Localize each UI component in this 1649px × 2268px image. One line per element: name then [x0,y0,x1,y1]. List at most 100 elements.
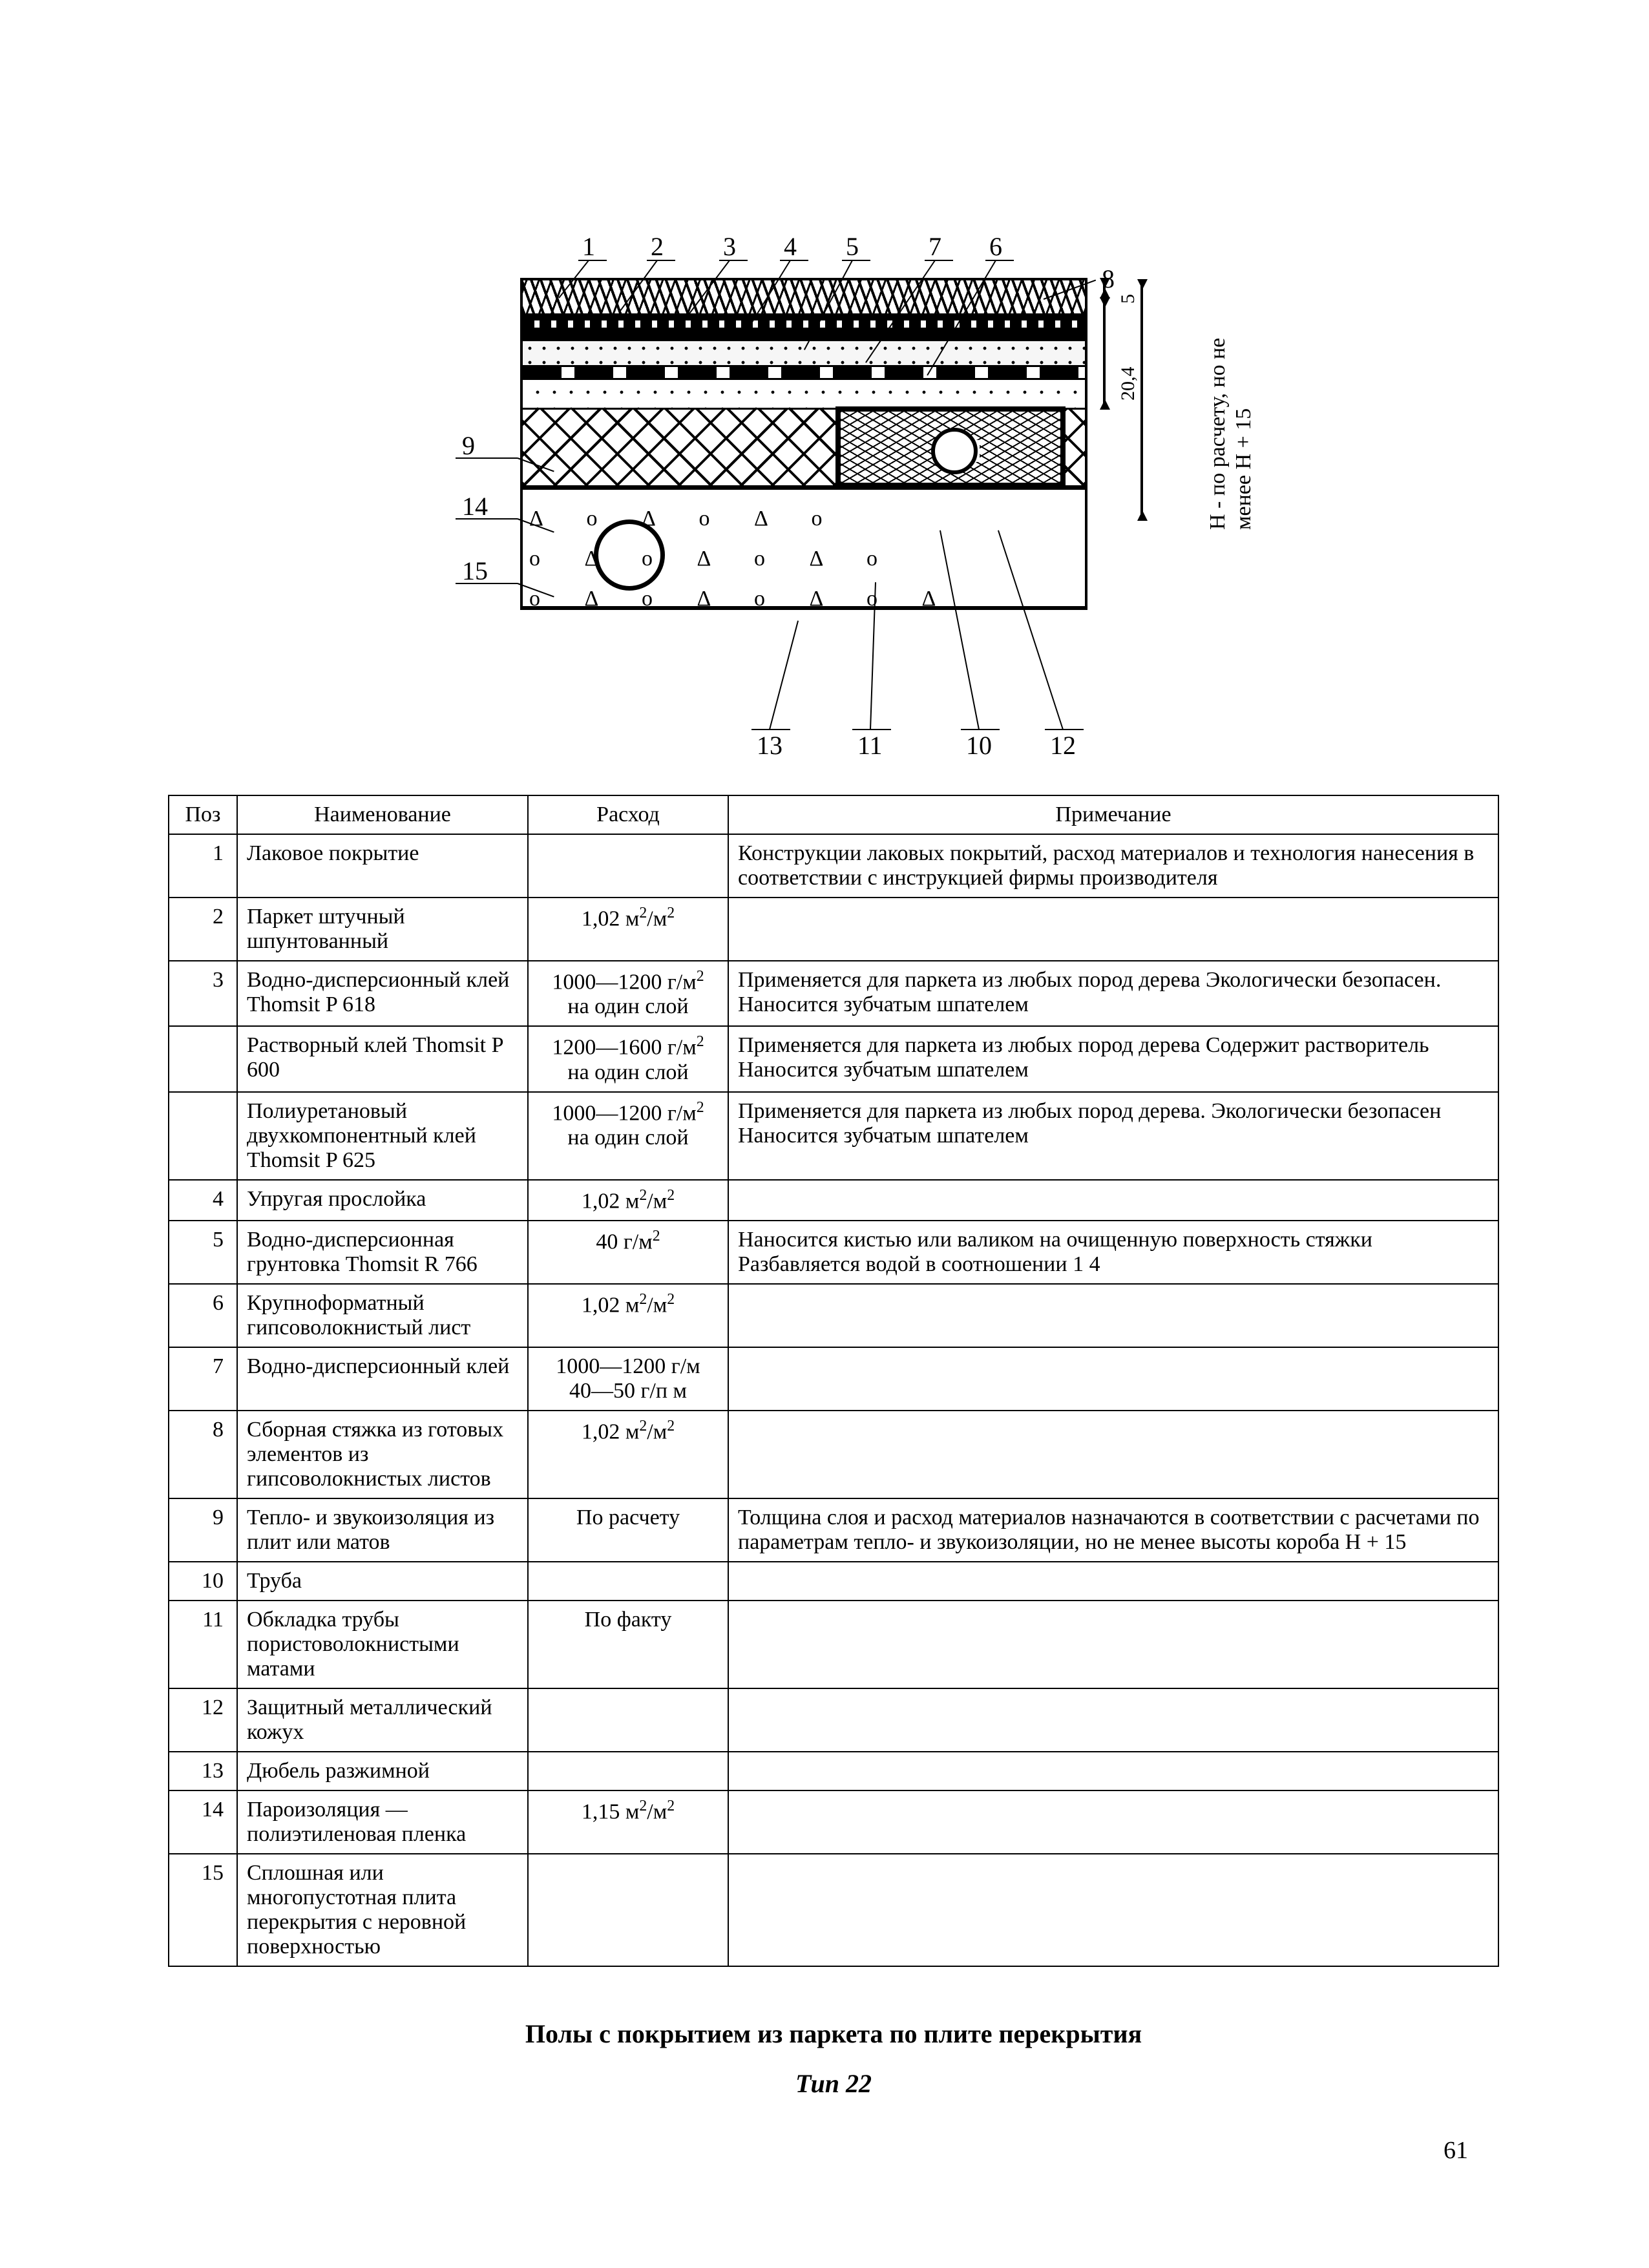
table-row: 1Лаковое покрытиеКонструкции лаковых пок… [169,834,1498,898]
cell-note [728,1854,1498,1966]
side-note-line1: Н - по расчету, но не [1205,338,1232,530]
callout-10: 10 [966,730,992,761]
layer-1 [523,280,1085,315]
cell-name: Труба [237,1562,528,1601]
slab-aggregate: Δ o Δ o Δ o o Δ o Δ o Δ o o Δ o Δ o Δ o … [523,490,1085,606]
cell-name: Дюбель разжимной [237,1752,528,1790]
cell-rate: 1000—1200 г/м40—50 г/п м [528,1347,728,1411]
callout-3: 3 [723,231,736,262]
cell-name: Сборная стяжка из готовых элементов из г… [237,1411,528,1498]
table-header-row: Поз Наименование Расход Примечание [169,795,1498,834]
table-row: 6Крупноформатный гипсоволокнистый лист1,… [169,1284,1498,1347]
cell-name: Пароизоляция — полиэтиленовая пленка [237,1790,528,1854]
pipe-height-label: Н [960,440,980,462]
callout-1: 1 [582,231,595,262]
cell-note: Конструкции лаковых покрытий, расход мат… [728,834,1498,898]
cell-name: Водно-дисперсионная грунтовка Thomsit R … [237,1221,528,1284]
layer-slab: Δ o Δ o Δ o o Δ o Δ o Δ o o Δ o Δ o Δ o … [523,487,1085,610]
cell-pos: 8 [169,1411,237,1498]
layer-4 [523,330,1085,341]
cell-note [728,1180,1498,1221]
col-pos: Поз [169,795,237,834]
cell-name: Сплошная или многопустотная плита перекр… [237,1854,528,1966]
cell-pos: 10 [169,1562,237,1601]
cell-pos [169,1026,237,1091]
cell-note [728,1752,1498,1790]
cell-rate: 1,02 м2/м2 [528,1284,728,1347]
table-row: 14Пароизоляция — полиэтиленовая пленка1,… [169,1790,1498,1854]
cell-rate: 1000—1200 г/м2на один слой [528,1092,728,1180]
layer-5 [523,341,1085,367]
page-number: 61 [1444,2136,1468,2165]
cell-name: Защитный металлический кожух [237,1688,528,1752]
materials-table-wrap: Поз Наименование Расход Примечание 1Лако… [168,795,1499,1967]
callout-12: 12 [1050,730,1076,761]
cell-note [728,1601,1498,1688]
cell-rate: 1,02 м2/м2 [528,1411,728,1498]
cell-pos: 5 [169,1221,237,1284]
materials-table: Поз Наименование Расход Примечание 1Лако… [168,795,1499,1967]
cell-name: Водно-дисперсионный клей [237,1347,528,1411]
cell-name: Крупноформатный гипсоволокнистый лист [237,1284,528,1347]
cell-note [728,1411,1498,1498]
cell-name: Обкладка трубы пористоволокнистыми матам… [237,1601,528,1688]
side-note-line2: менее Н + 15 [1231,408,1257,530]
callout-4: 4 [784,231,797,262]
pipe-enclosure: Н [835,406,1066,488]
callout-14: 14 [462,491,488,521]
callout-6: 6 [989,231,1002,262]
cell-name: Растворный клей Thomsit P 600 [237,1026,528,1091]
callout-5: 5 [846,231,859,262]
dim-20-4 [1103,299,1106,408]
table-row: 3Водно-дисперсионный клей Thomsit P 6181… [169,961,1498,1026]
cell-note: Наносится кистью или валиком на очищенну… [728,1221,1498,1284]
cell-rate [528,1854,728,1966]
layer-6 [523,367,1085,380]
col-rate: Расход [528,795,728,834]
layer-3 [523,320,1085,330]
col-name: Наименование [237,795,528,834]
cell-note: Применяется для паркета из любых пород д… [728,961,1498,1026]
dim-total [1140,280,1143,520]
cell-pos: 13 [169,1752,237,1790]
cell-name: Тепло- и звукоизоляция из плит или матов [237,1498,528,1562]
cell-pos [169,1092,237,1180]
table-row: Растворный клей Thomsit P 6001200—1600 г… [169,1026,1498,1091]
cell-note: Применяется для паркета из любых пород д… [728,1026,1498,1091]
table-row: 12Защитный металлический кожух [169,1688,1498,1752]
cell-note [728,1562,1498,1601]
cell-rate [528,1752,728,1790]
page-title: Полы с покрытием из паркета по плите пер… [168,2019,1499,2049]
layer-stack: Н Δ o Δ o Δ o o Δ o Δ o Δ o o Δ o Δ o Δ … [520,278,1087,610]
table-row: Полиуретановый двухкомпонентный клей Tho… [169,1092,1498,1180]
layer-8: Н [523,410,1085,487]
cell-rate: По расчету [528,1498,728,1562]
callout-15: 15 [462,556,488,586]
callout-9: 9 [462,430,475,461]
cell-pos: 6 [169,1284,237,1347]
dim-5-label: 5 [1117,294,1139,304]
cell-note [728,1347,1498,1411]
table-row: 2Паркет штучный шпунтованный1,02 м2/м2 [169,898,1498,961]
cell-pos: 2 [169,898,237,961]
table-row: 13Дюбель разжимной [169,1752,1498,1790]
cell-pos: 12 [169,1688,237,1752]
cell-pos: 3 [169,961,237,1026]
cell-name: Полиуретановый двухкомпонентный клей Tho… [237,1092,528,1180]
cell-note [728,1790,1498,1854]
col-note: Примечание [728,795,1498,834]
cell-rate [528,834,728,898]
table-row: 5Водно-дисперсионная грунтовка Thomsit R… [169,1221,1498,1284]
floor-section-diagram: Н Δ o Δ o Δ o o Δ o Δ o Δ o o Δ o Δ o Δ … [397,168,1270,769]
table-row: 4Упругая прослойка1,02 м2/м2 [169,1180,1498,1221]
table-row: 15Сплошная или многопустотная плита пере… [169,1854,1498,1966]
table-row: 7Водно-дисперсионный клей1000—1200 г/м40… [169,1347,1498,1411]
cell-pos: 9 [169,1498,237,1562]
cell-rate: 40 г/м2 [528,1221,728,1284]
cell-pos: 11 [169,1601,237,1688]
callout-2: 2 [651,231,664,262]
cell-rate [528,1562,728,1601]
table-row: 9Тепло- и звукоизоляция из плит или мато… [169,1498,1498,1562]
cell-pos: 4 [169,1180,237,1221]
cell-rate [528,1688,728,1752]
